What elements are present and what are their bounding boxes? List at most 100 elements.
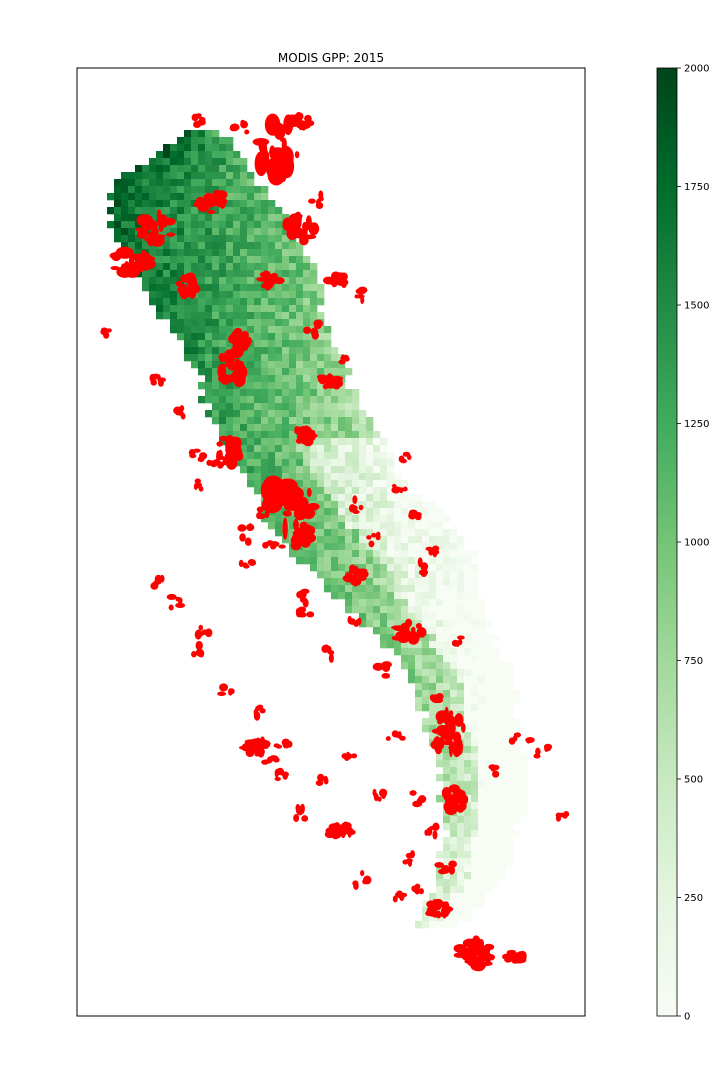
heatmap-cell [457, 893, 465, 901]
fire-patch [360, 870, 365, 877]
heatmap-cell [205, 228, 213, 236]
fire-patch [448, 784, 460, 793]
heatmap-cell [345, 543, 353, 551]
heatmap-cell [331, 438, 339, 446]
heatmap-cell [212, 389, 220, 397]
heatmap-cell [261, 326, 269, 334]
heatmap-cell [443, 578, 451, 586]
heatmap-cell [464, 893, 472, 901]
heatmap-cell [450, 872, 458, 880]
heatmap-cell [303, 340, 311, 348]
heatmap-cell [184, 214, 192, 222]
heatmap-cell [198, 130, 206, 138]
heatmap-cell [149, 200, 157, 208]
heatmap-cell [429, 620, 437, 628]
heatmap-cell [254, 333, 262, 341]
heatmap-cell [443, 690, 451, 698]
fire-patch [225, 443, 234, 450]
heatmap-cell [324, 368, 332, 376]
fire-patch [454, 713, 464, 727]
heatmap-cell [443, 697, 451, 705]
heatmap-cell [422, 522, 430, 530]
heatmap-cell [450, 774, 458, 782]
heatmap-cell [387, 578, 395, 586]
heatmap-cell [282, 242, 290, 250]
fire-patch [232, 337, 242, 348]
heatmap-cell [471, 746, 479, 754]
heatmap-cell [485, 746, 493, 754]
heatmap-cell [233, 179, 241, 187]
heatmap-cell [163, 277, 171, 285]
heatmap-cell [296, 361, 304, 369]
heatmap-cell [443, 676, 451, 684]
heatmap-cell [464, 732, 472, 740]
heatmap-cell [212, 333, 220, 341]
heatmap-cell [324, 473, 332, 481]
heatmap-cell [212, 179, 220, 187]
heatmap-cell [436, 683, 444, 691]
heatmap-cell [268, 200, 276, 208]
heatmap-cell [233, 200, 241, 208]
heatmap-cell [485, 886, 493, 894]
heatmap-cell [240, 417, 248, 425]
fire-patch [349, 505, 358, 512]
heatmap-cell [415, 564, 423, 572]
heatmap-cell [457, 578, 465, 586]
heatmap-cell [464, 578, 472, 586]
heatmap-cell [198, 347, 206, 355]
heatmap-cell [415, 669, 423, 677]
heatmap-cell [436, 872, 444, 880]
heatmap-cell [520, 781, 528, 789]
heatmap-cell [331, 578, 339, 586]
heatmap-cell [359, 459, 367, 467]
heatmap-cell [107, 207, 115, 215]
heatmap-cell [135, 207, 143, 215]
heatmap-cell [142, 165, 150, 173]
heatmap-cell [289, 522, 297, 530]
heatmap-cell [282, 340, 290, 348]
heatmap-cell [261, 354, 269, 362]
heatmap-cell [317, 487, 325, 495]
heatmap-cell [310, 277, 318, 285]
heatmap-cell [149, 179, 157, 187]
heatmap-cell [289, 424, 297, 432]
fire-patch [303, 119, 314, 125]
heatmap-cell [450, 907, 458, 915]
heatmap-cell [282, 375, 290, 383]
heatmap-cell [296, 326, 304, 334]
heatmap-cell [149, 214, 157, 222]
heatmap-cell [296, 557, 304, 565]
heatmap-cell [345, 494, 353, 502]
heatmap-cell [422, 690, 430, 698]
heatmap-cell [254, 473, 262, 481]
heatmap-cell [401, 662, 409, 670]
heatmap-cell [471, 872, 479, 880]
heatmap-cell [457, 704, 465, 712]
heatmap-cell [352, 557, 360, 565]
heatmap-cell [247, 417, 255, 425]
heatmap-cell [114, 235, 122, 243]
fire-patch [276, 767, 285, 776]
heatmap-cell [415, 571, 423, 579]
heatmap-cell [464, 837, 472, 845]
heatmap-cell [457, 543, 465, 551]
heatmap-cell [240, 431, 248, 439]
heatmap-cell [492, 697, 500, 705]
heatmap-cell [317, 543, 325, 551]
colorbar [656, 67, 678, 1017]
heatmap-cell [310, 361, 318, 369]
heatmap-cell [352, 606, 360, 614]
heatmap-cell [177, 228, 185, 236]
heatmap-cell [240, 452, 248, 460]
heatmap-cell [450, 571, 458, 579]
heatmap-cell [191, 249, 199, 257]
heatmap-cell [317, 312, 325, 320]
heatmap-cell [226, 228, 234, 236]
heatmap-cell [478, 711, 486, 719]
heatmap-cell [373, 438, 381, 446]
heatmap-cell [513, 809, 521, 817]
heatmap-cell [401, 606, 409, 614]
heatmap-cell [485, 662, 493, 670]
fire-patch [201, 629, 209, 635]
heatmap-cell [380, 445, 388, 453]
